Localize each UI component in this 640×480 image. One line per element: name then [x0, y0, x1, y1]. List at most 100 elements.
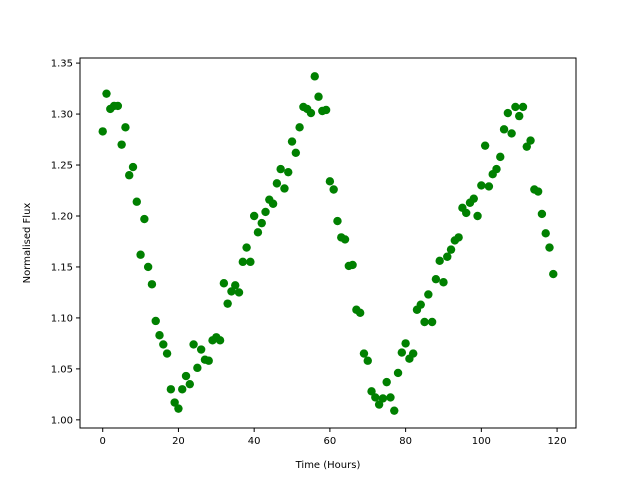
data-point — [257, 218, 266, 228]
data-point — [132, 197, 141, 206]
data-point — [427, 317, 437, 327]
data-point — [249, 211, 259, 221]
data-point — [454, 233, 463, 242]
data-point — [507, 129, 516, 138]
data-point — [503, 108, 513, 118]
data-point — [321, 105, 331, 115]
data-point — [549, 269, 558, 279]
data-point — [401, 339, 410, 348]
data-point — [166, 385, 176, 394]
data-point — [272, 179, 282, 188]
data-point — [246, 257, 255, 267]
data-point — [416, 300, 425, 309]
data-point — [499, 125, 509, 134]
x-tick-label: 40 — [248, 436, 261, 447]
y-tick-label: 1.20 — [51, 211, 73, 222]
data-point — [181, 371, 191, 381]
data-point — [151, 316, 160, 326]
data-point — [196, 345, 206, 354]
data-point — [420, 317, 429, 327]
data-point — [515, 111, 524, 121]
data-point — [170, 398, 179, 407]
data-point — [238, 257, 248, 267]
y-tick-label: 1.35 — [51, 59, 73, 70]
data-point — [280, 184, 289, 193]
data-point — [359, 349, 369, 358]
data-point — [541, 229, 550, 238]
x-tick-label: 0 — [100, 436, 106, 447]
data-point — [284, 167, 293, 177]
data-point — [193, 363, 202, 373]
data-point — [155, 331, 164, 340]
data-point — [178, 385, 187, 394]
data-point — [390, 406, 399, 415]
data-point — [443, 252, 452, 261]
data-point — [374, 400, 384, 409]
data-point — [511, 102, 520, 112]
data-point — [424, 290, 433, 299]
data-point — [371, 393, 380, 402]
data-point — [484, 182, 494, 191]
y-tick-label: 1.05 — [51, 364, 73, 375]
data-point — [204, 356, 213, 365]
data-point — [227, 287, 236, 296]
data-point — [477, 181, 486, 190]
data-point — [253, 228, 263, 237]
x-tick-label: 60 — [324, 436, 337, 447]
y-tick-label: 1.25 — [51, 161, 73, 172]
data-point — [431, 274, 441, 284]
data-point — [113, 101, 123, 111]
data-point — [386, 393, 395, 402]
data-point — [143, 262, 153, 272]
y-tick-label: 1.00 — [51, 415, 73, 426]
data-point — [121, 123, 130, 132]
data-point — [231, 281, 240, 290]
plot-frame — [79, 57, 577, 429]
data-point — [128, 162, 138, 172]
data-point — [310, 72, 319, 81]
data-point — [117, 140, 126, 149]
data-point — [537, 209, 547, 219]
data-point — [147, 280, 157, 289]
data-point — [242, 243, 251, 252]
data-point — [223, 299, 232, 308]
data-point — [473, 211, 482, 221]
data-point — [492, 164, 501, 174]
data-point — [162, 349, 172, 358]
data-point — [518, 102, 528, 112]
data-point — [136, 250, 145, 259]
data-point — [526, 136, 535, 145]
y-axis-ticks: 1.00 1.05 1.10 1.15 1.20 1.25 1.30 1.35 — [51, 59, 80, 426]
x-tick-label: 100 — [472, 436, 491, 447]
data-point — [329, 185, 338, 194]
data-point — [545, 243, 554, 252]
data-point — [189, 340, 198, 349]
data-point — [533, 187, 543, 196]
data-point — [125, 171, 134, 180]
data-point — [439, 278, 448, 287]
data-point — [382, 377, 391, 387]
data-point — [276, 164, 285, 174]
y-tick-label: 1.15 — [51, 262, 73, 273]
x-tick-label: 80 — [399, 436, 412, 447]
data-point — [363, 356, 372, 365]
data-point — [140, 214, 149, 224]
data-point — [215, 336, 225, 345]
data-point — [287, 137, 297, 146]
y-axis-label: Normalised Flux — [22, 203, 33, 284]
data-point — [462, 208, 471, 218]
data-point — [314, 92, 323, 101]
data-point — [291, 148, 301, 157]
data-point — [496, 152, 505, 162]
data-point — [522, 142, 531, 151]
data-point — [397, 348, 407, 357]
x-axis-label: Time (Hours) — [295, 460, 361, 471]
data-point — [348, 260, 357, 270]
y-tick-label: 1.30 — [51, 110, 73, 121]
data-point — [219, 279, 229, 288]
y-tick-label: 1.10 — [51, 313, 73, 324]
data-point — [185, 379, 194, 389]
data-point — [469, 194, 478, 203]
